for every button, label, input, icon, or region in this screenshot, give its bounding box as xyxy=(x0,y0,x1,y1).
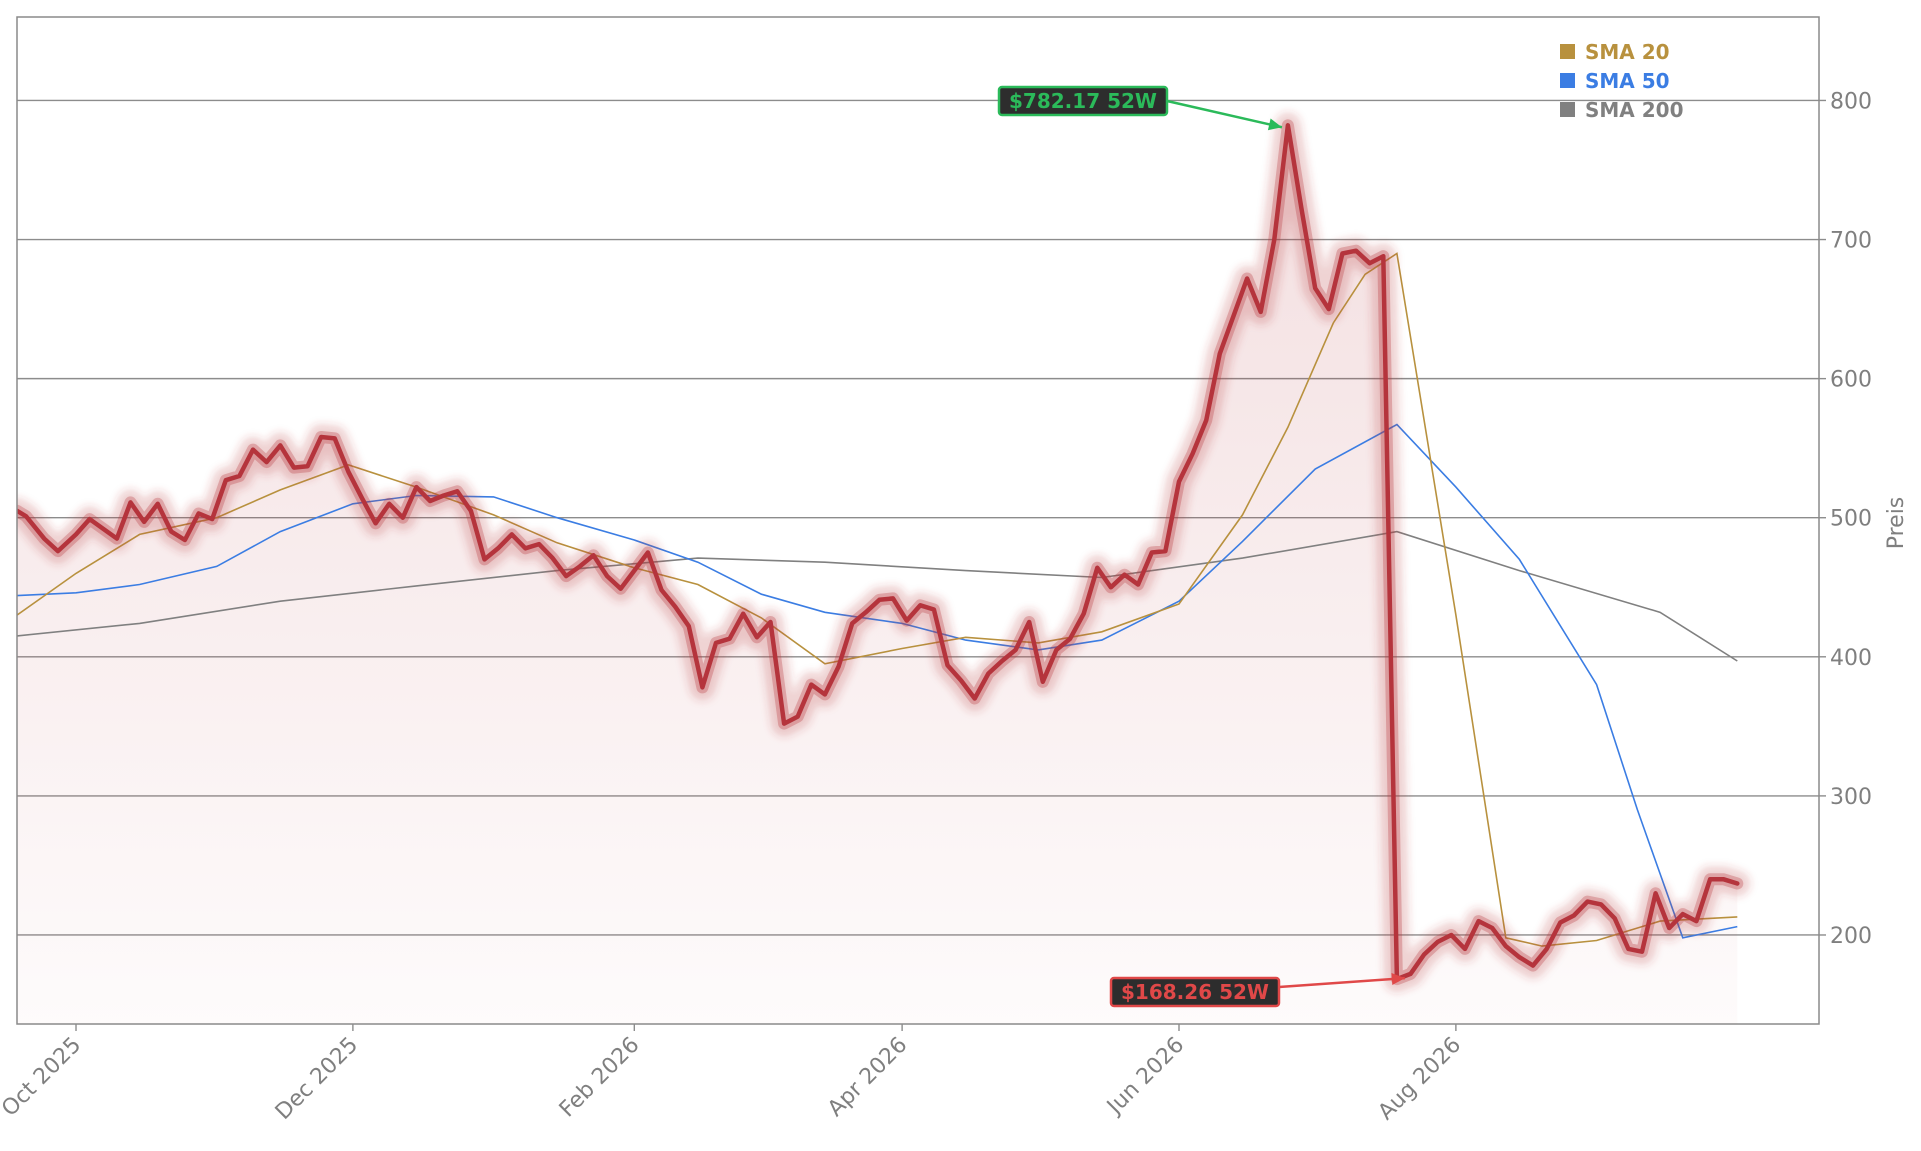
y-axis-title: Preis xyxy=(1884,497,1909,550)
legend-swatch xyxy=(1560,102,1575,117)
x-tick-label: Dec 2025 xyxy=(271,1033,363,1125)
low-52w-arrow xyxy=(1278,976,1405,989)
x-tick-label: Feb 2026 xyxy=(555,1033,645,1123)
x-tick-label: Apr 2026 xyxy=(823,1033,912,1122)
sma200-line xyxy=(17,530,1738,662)
x-tick-label: Oct 2025 xyxy=(0,1033,86,1122)
y-tick-label: 400 xyxy=(1830,646,1872,671)
legend: SMA 20 SMA 50 SMA 200 xyxy=(1560,40,1684,122)
legend-label: SMA 50 xyxy=(1585,69,1670,93)
y-tick-label: 800 xyxy=(1830,89,1872,114)
x-tick-label: Jun 2026 xyxy=(1101,1033,1189,1121)
plot-frame xyxy=(16,16,1820,1025)
low-52w-badge-box xyxy=(1109,976,1281,1008)
legend-swatch xyxy=(1560,73,1575,88)
y-tick-label: 200 xyxy=(1830,924,1872,949)
low-52w-badge-text: $168.26 52W xyxy=(1121,980,1269,1004)
y-axis: 200 300 400 500 600 700 800 xyxy=(1819,89,1872,949)
plot-area xyxy=(17,112,1751,1024)
legend-label: SMA 200 xyxy=(1585,98,1684,122)
high-52w-arrowhead xyxy=(1267,118,1282,131)
x-axis: Oct 2025 Dec 2025 Feb 2026 Apr 2026 Jun 2026… xyxy=(0,1024,1466,1125)
legend-label: SMA 20 xyxy=(1585,40,1670,64)
annotations: $782.17 52W $168.26 52W xyxy=(997,85,1405,1008)
high-52w-badge-text: $782.17 52W xyxy=(1009,89,1157,113)
y-tick-label: 600 xyxy=(1830,368,1872,393)
price-line xyxy=(17,123,1740,982)
sma20-line xyxy=(17,252,1738,947)
legend-swatch xyxy=(1560,44,1575,59)
price-area-fill xyxy=(17,125,1738,1024)
x-tick-label: Aug 2026 xyxy=(1374,1033,1467,1126)
high-52w-arrow xyxy=(1166,99,1283,129)
low-52w-arrowhead xyxy=(1391,973,1405,986)
y-tick-label: 300 xyxy=(1830,785,1872,810)
y-tick-label: 500 xyxy=(1830,507,1872,532)
y-tick-label: 700 xyxy=(1830,229,1872,254)
